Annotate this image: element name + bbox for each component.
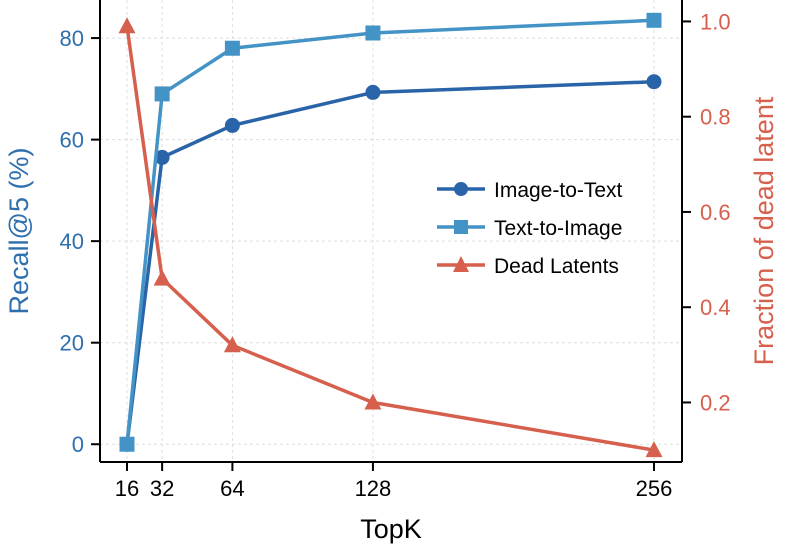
data-point-text-to-image	[224, 40, 240, 56]
left-y-tick-label: 60	[60, 128, 84, 153]
left-y-tick-label: 0	[72, 432, 84, 457]
legend-label-dead-latents: Dead Latents	[494, 255, 619, 278]
circle-marker-icon	[454, 182, 468, 196]
data-point-dead-latents	[118, 17, 136, 34]
triangle-marker-icon	[453, 256, 469, 272]
legend-item-text-to-image: Text-to-Image	[437, 217, 622, 240]
right-y-tick-label: 0.8	[700, 105, 731, 130]
left-y-tick-label: 40	[60, 229, 84, 254]
right-y-tick-label: 0.4	[700, 295, 731, 320]
x-tick-label: 16	[115, 476, 139, 501]
left-y-axis-title: Recall@5 (%)	[4, 148, 34, 315]
data-point-dead-latents	[645, 441, 663, 458]
right-y-tick-label: 0.2	[700, 390, 731, 415]
x-tick-label: 64	[220, 476, 244, 501]
data-point-text-to-image	[365, 25, 381, 41]
legend: Image-to-Text Text-to-Image Dead Latents	[437, 179, 623, 278]
left-y-tick-label: 80	[60, 26, 84, 51]
ticks: 16 32 64 128 256 0 20 40 60 80 0.2 0.4 0.6 0.8 1.0	[60, 9, 731, 501]
x-tick-label: 128	[355, 476, 392, 501]
data-point-dead-latents	[153, 269, 171, 286]
square-marker-icon	[454, 220, 468, 234]
data-point-image-to-text	[365, 84, 381, 100]
left-y-tick-label: 20	[60, 331, 84, 356]
right-y-tick-label: 0.6	[700, 200, 731, 225]
series-dead-latents	[118, 17, 663, 458]
series-text-to-image	[119, 12, 662, 452]
data-point-text-to-image	[119, 436, 135, 452]
axes	[99, 0, 683, 463]
right-y-tick-label: 1.0	[700, 9, 731, 34]
legend-label-text-to-image: Text-to-Image	[494, 217, 622, 240]
data-point-image-to-text	[646, 74, 662, 90]
right-y-axis-title: Fraction of dead latent	[749, 96, 779, 365]
legend-label-image-to-text: Image-to-Text	[494, 179, 623, 202]
x-axis-title: TopK	[360, 514, 422, 544]
x-tick-label: 32	[150, 476, 174, 501]
x-tick-label: 256	[636, 476, 673, 501]
series	[118, 12, 663, 458]
data-point-text-to-image	[154, 86, 170, 102]
data-point-text-to-image	[646, 12, 662, 28]
data-point-dead-latents	[364, 393, 382, 410]
legend-item-dead-latents: Dead Latents	[437, 255, 619, 278]
data-point-dead-latents	[223, 336, 241, 353]
legend-item-image-to-text: Image-to-Text	[437, 179, 623, 202]
data-point-image-to-text	[224, 117, 240, 133]
data-point-image-to-text	[154, 149, 170, 165]
